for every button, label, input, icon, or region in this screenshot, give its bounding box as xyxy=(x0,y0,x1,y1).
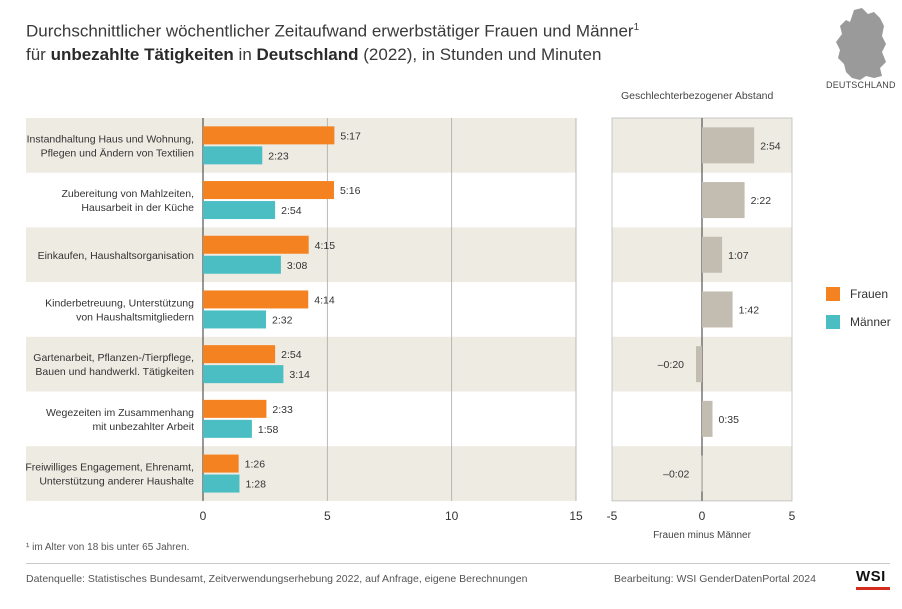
bar-maenner xyxy=(203,310,266,329)
bar-maenner xyxy=(203,365,284,384)
bar-frauen xyxy=(203,181,334,200)
gap-bar xyxy=(701,455,703,492)
footnote: ¹ im Alter von 18 bis unter 65 Jahren. xyxy=(26,542,190,553)
bar-label-maenner: 2:32 xyxy=(272,314,293,326)
chart-title: Durchschnittlicher wöchentlicher Zeitauf… xyxy=(26,21,640,64)
bar-label-frauen: 4:15 xyxy=(315,240,336,252)
bar-maenner xyxy=(203,419,252,438)
legend-label-frauen: Frauen xyxy=(850,287,889,301)
bar-frauen xyxy=(203,399,267,418)
gap-bar xyxy=(702,291,733,328)
bar-label-frauen: 2:33 xyxy=(272,404,293,416)
bar-maenner xyxy=(203,255,281,274)
category-label: von Haushaltsmitgliedern xyxy=(76,311,194,323)
gap-bar xyxy=(696,346,702,383)
legend-item-frauen: Frauen xyxy=(826,284,891,304)
legend-item-maenner: Männer xyxy=(826,312,891,332)
bar-label-maenner: 2:54 xyxy=(281,205,302,217)
category-label: Wegezeiten im Zusammenhang xyxy=(46,407,194,419)
bar-frauen xyxy=(203,126,335,145)
x-tick-label: 15 xyxy=(569,509,583,523)
row-band-main xyxy=(26,446,576,501)
gap-bar-label: 0:35 xyxy=(718,414,739,426)
bar-label-maenner: 1:28 xyxy=(245,479,266,491)
gap-bar-label: –0:20 xyxy=(658,359,684,371)
legend-swatch-maenner xyxy=(826,315,840,329)
category-label: Zubereitung von Mahlzeiten, xyxy=(62,188,195,200)
category-label: Unterstützung anderer Haushalte xyxy=(39,476,194,488)
gap-x-tick-label: 0 xyxy=(699,509,706,523)
gap-bar xyxy=(702,182,745,219)
gap-bar xyxy=(702,400,713,437)
row-band-main xyxy=(26,336,576,392)
category-label: Pflegen und Ändern von Textilien xyxy=(41,147,194,159)
category-label: Gartenarbeit, Pflanzen-/Tierpflege, xyxy=(33,352,194,364)
category-label: Einkaufen, Haushaltsorganisation xyxy=(38,250,195,262)
gap-x-tick-label: 5 xyxy=(789,509,796,523)
chart-area: 0 5 10 15 -5 0 5 Frauen minus Männer Instandhalt… xyxy=(25,117,796,541)
bar-maenner xyxy=(203,474,240,493)
gap-x-tick-label: -5 xyxy=(607,509,618,523)
bar-label-maenner: 2:23 xyxy=(268,150,289,162)
gap-bar xyxy=(702,127,755,164)
bar-frauen xyxy=(203,454,239,473)
bar-label-frauen: 5:16 xyxy=(340,185,361,197)
gap-bar-label: 1:42 xyxy=(739,304,760,316)
gap-bar-label: 2:22 xyxy=(751,195,772,207)
bar-maenner xyxy=(203,201,276,220)
bar-maenner xyxy=(203,146,263,165)
category-label: Bauen und handwerkl. Tätigkeiten xyxy=(35,366,194,378)
gap-x-axis-label: Frauen minus Männer xyxy=(653,530,751,541)
category-label: mit unbezahlter Arbeit xyxy=(92,421,194,433)
x-tick-label: 5 xyxy=(324,509,331,523)
map-label: DEUTSCHLAND xyxy=(826,80,896,90)
gap-bar-label: 1:07 xyxy=(728,250,749,262)
wsi-logo: WSI xyxy=(856,568,886,585)
category-label: Instandhaltung Haus und Wohnung, xyxy=(27,133,194,145)
bar-label-frauen: 5:17 xyxy=(340,130,361,142)
germany-map-icon xyxy=(836,8,886,80)
x-tick-label: 0 xyxy=(200,509,207,523)
divider xyxy=(26,563,890,564)
bar-label-frauen: 1:26 xyxy=(245,459,266,471)
category-label: Kinderbetreuung, Unterstützung xyxy=(45,297,194,309)
wsi-logo-bar xyxy=(856,587,890,590)
category-label: Hausarbeit in der Küche xyxy=(81,202,194,214)
legend-label-maenner: Männer xyxy=(850,315,891,329)
bar-label-frauen: 2:54 xyxy=(281,349,302,361)
credit-note: Bearbeitung: WSI GenderDatenPortal 2024 xyxy=(614,573,816,585)
bar-frauen xyxy=(203,290,309,309)
legend-swatch-frauen xyxy=(826,287,840,301)
bar-label-maenner: 3:14 xyxy=(289,369,310,381)
bar-label-maenner: 1:58 xyxy=(258,424,279,436)
bar-frauen xyxy=(203,235,309,254)
source-note: Datenquelle: Statistisches Bundesamt, Ze… xyxy=(26,573,528,585)
x-tick-label: 10 xyxy=(445,509,459,523)
gap-bar xyxy=(702,236,723,273)
bar-frauen xyxy=(203,345,276,364)
category-label: Freiwilliges Engagement, Ehrenamt, xyxy=(25,462,194,474)
legend: Frauen Männer xyxy=(826,284,891,340)
gap-chart-title: Geschlechterbezogener Abstand xyxy=(621,90,774,102)
gap-bar-label: 2:54 xyxy=(760,140,781,152)
gap-bar-label: –0:02 xyxy=(663,469,689,481)
bar-label-maenner: 3:08 xyxy=(287,260,308,272)
bar-label-frauen: 4:14 xyxy=(314,294,335,306)
